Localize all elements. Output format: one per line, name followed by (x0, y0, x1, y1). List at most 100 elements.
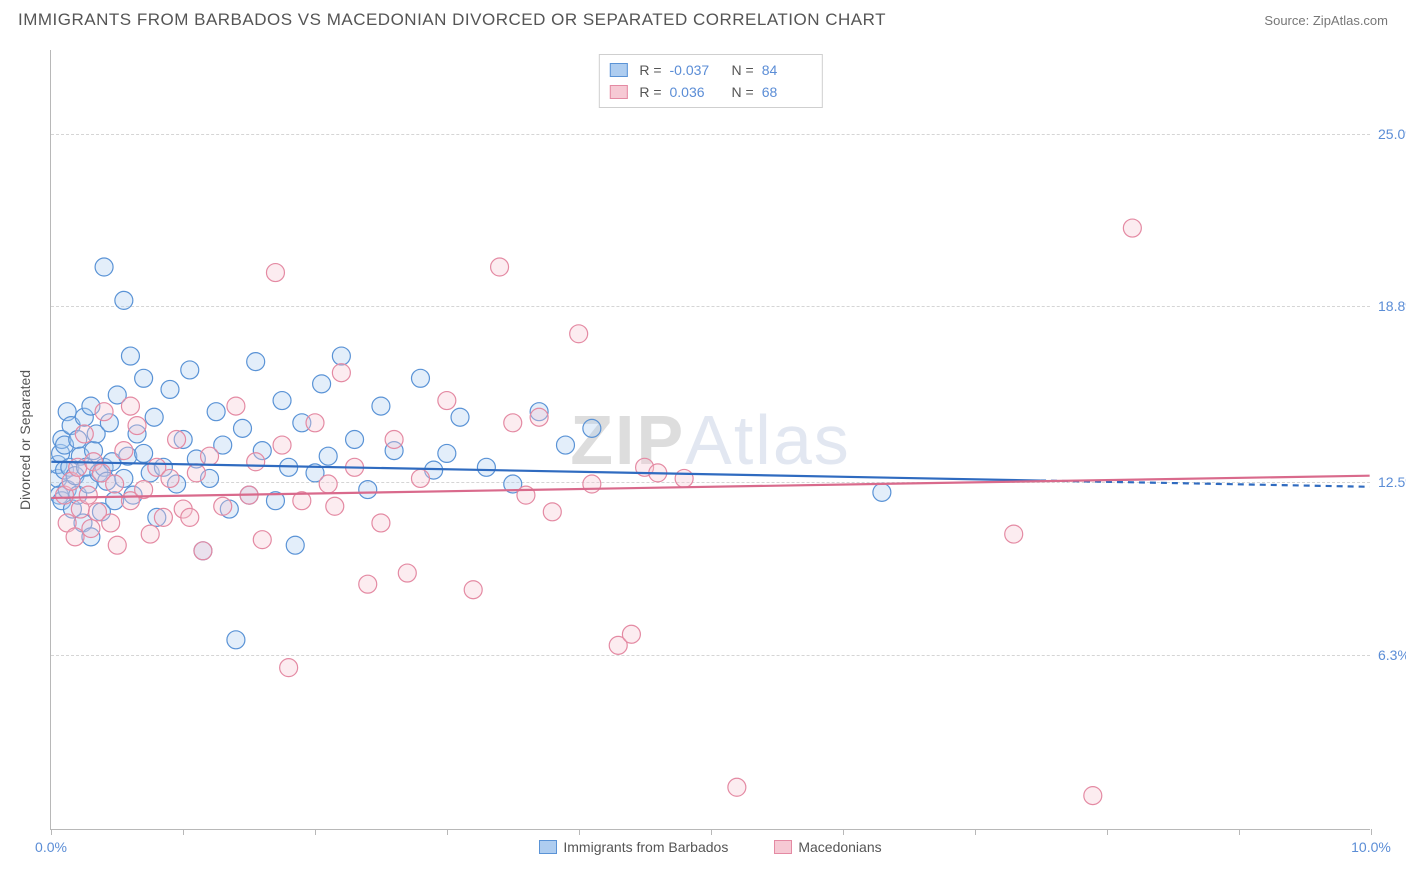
scatter-point-macedonians (128, 417, 146, 435)
swatch-barbados (539, 840, 557, 854)
scatter-point-macedonians (326, 497, 344, 515)
y-axis-label: Divorced or Separated (17, 370, 33, 510)
scatter-point-macedonians (201, 447, 219, 465)
x-tick (183, 829, 184, 835)
scatter-point-macedonians (359, 575, 377, 593)
swatch-macedonians (609, 85, 627, 99)
scatter-point-macedonians (154, 508, 172, 526)
n-label: N = (732, 59, 754, 81)
x-tick (447, 829, 448, 835)
scatter-point-macedonians (1005, 525, 1023, 543)
x-tick (315, 829, 316, 835)
x-tick (51, 829, 52, 835)
scatter-point-macedonians (319, 475, 337, 493)
scatter-point-barbados (227, 631, 245, 649)
scatter-point-macedonians (504, 414, 522, 432)
scatter-point-barbados (247, 353, 265, 371)
scatter-point-macedonians (106, 475, 124, 493)
scatter-point-macedonians (75, 425, 93, 443)
y-tick-label: 12.5% (1378, 474, 1406, 490)
swatch-barbados (609, 63, 627, 77)
source-label: Source: (1264, 13, 1309, 28)
scatter-point-barbados (121, 347, 139, 365)
scatter-point-macedonians (280, 659, 298, 677)
chart-source: Source: ZipAtlas.com (1264, 13, 1388, 28)
scatter-point-macedonians (675, 469, 693, 487)
x-tick (711, 829, 712, 835)
legend-label-barbados: Immigrants from Barbados (563, 839, 728, 855)
scatter-point-barbados (556, 436, 574, 454)
scatter-point-macedonians (168, 431, 186, 449)
scatter-point-macedonians (1123, 219, 1141, 237)
source-value: ZipAtlas.com (1313, 13, 1388, 28)
scatter-point-macedonians (543, 503, 561, 521)
scatter-point-barbados (181, 361, 199, 379)
scatter-point-macedonians (1084, 787, 1102, 805)
legend-row-barbados: R = -0.037 N = 84 (609, 59, 811, 81)
scatter-point-barbados (234, 419, 252, 437)
scatter-point-barbados (135, 369, 153, 387)
scatter-point-macedonians (372, 514, 390, 532)
scatter-point-barbados (332, 347, 350, 365)
series-legend: Immigrants from Barbados Macedonians (51, 839, 1370, 855)
scatter-point-macedonians (194, 542, 212, 560)
scatter-point-barbados (372, 397, 390, 415)
scatter-point-macedonians (102, 514, 120, 532)
scatter-point-barbados (477, 458, 495, 476)
x-tick (843, 829, 844, 835)
scatter-point-barbados (161, 380, 179, 398)
legend-item-macedonians: Macedonians (766, 839, 889, 855)
r-label: R = (639, 59, 661, 81)
scatter-point-macedonians (266, 264, 284, 282)
scatter-point-barbados (135, 444, 153, 462)
scatter-point-macedonians (273, 436, 291, 454)
y-tick-label: 25.0% (1378, 126, 1406, 142)
scatter-point-macedonians (187, 464, 205, 482)
scatter-point-barbados (207, 403, 225, 421)
x-tick (1371, 829, 1372, 835)
scatter-point-barbados (873, 483, 891, 501)
scatter-point-macedonians (253, 531, 271, 549)
scatter-point-barbados (95, 258, 113, 276)
scatter-point-macedonians (332, 364, 350, 382)
scatter-point-macedonians (728, 778, 746, 796)
scatter-point-barbados (346, 431, 364, 449)
correlation-legend: R = -0.037 N = 84 R = 0.036 N = 68 (598, 54, 822, 108)
scatter-point-barbados (411, 369, 429, 387)
n-value-macedonians: 68 (762, 81, 812, 103)
scatter-point-barbados (438, 444, 456, 462)
scatter-point-barbados (145, 408, 163, 426)
x-tick (1239, 829, 1240, 835)
scatter-point-barbados (313, 375, 331, 393)
scatter-point-macedonians (464, 581, 482, 599)
scatter-point-macedonians (181, 508, 199, 526)
chart-title: IMMIGRANTS FROM BARBADOS VS MACEDONIAN D… (18, 10, 886, 30)
scatter-point-barbados (319, 447, 337, 465)
scatter-point-macedonians (227, 397, 245, 415)
y-tick-label: 18.8% (1378, 298, 1406, 314)
scatter-point-macedonians (306, 414, 324, 432)
x-tick (975, 829, 976, 835)
scatter-point-macedonians (622, 625, 640, 643)
chart-header: IMMIGRANTS FROM BARBADOS VS MACEDONIAN D… (18, 10, 1388, 30)
swatch-macedonians (774, 840, 792, 854)
scatter-point-macedonians (491, 258, 509, 276)
scatter-point-macedonians (82, 520, 100, 538)
plot-area: ZIPAtlas R = -0.037 N = 84 R = 0.036 N =… (50, 50, 1370, 830)
scatter-point-macedonians (411, 469, 429, 487)
scatter-point-macedonians (570, 325, 588, 343)
r-value-barbados: -0.037 (670, 59, 720, 81)
r-value-macedonians: 0.036 (670, 81, 720, 103)
x-tick (1107, 829, 1108, 835)
scatter-point-macedonians (121, 397, 139, 415)
scatter-point-barbados (451, 408, 469, 426)
scatter-point-macedonians (438, 392, 456, 410)
scatter-point-macedonians (214, 497, 232, 515)
scatter-point-macedonians (247, 453, 265, 471)
x-tick (579, 829, 580, 835)
scatter-point-macedonians (115, 442, 133, 460)
scatter-point-macedonians (141, 525, 159, 543)
scatter-point-macedonians (95, 403, 113, 421)
scatter-point-barbados (286, 536, 304, 554)
scatter-point-macedonians (66, 528, 84, 546)
